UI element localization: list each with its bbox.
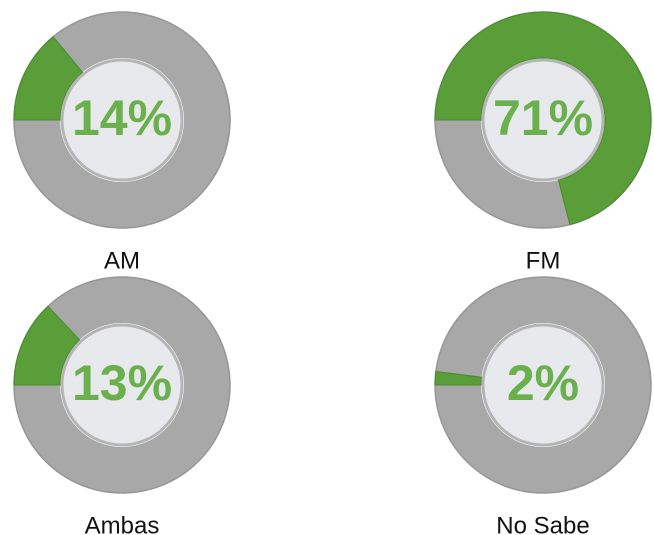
donut-segment [434,11,652,226]
chart-title: No Sabe [496,512,589,535]
chart-title: FM [526,247,561,274]
chart-title: Ambas [85,512,160,535]
value-label: 71% [493,90,593,146]
donut-hole [481,58,605,182]
value-label: 14% [72,90,172,146]
chart-title: AM [104,247,140,274]
donut-segment [13,305,81,386]
donut-segment [13,36,84,121]
donut-hole [60,323,184,447]
donut-hole [60,58,184,182]
value-label: 13% [72,355,172,411]
donut-segment [434,370,483,386]
value-label: 2% [507,355,579,411]
donut-hole [481,323,605,447]
